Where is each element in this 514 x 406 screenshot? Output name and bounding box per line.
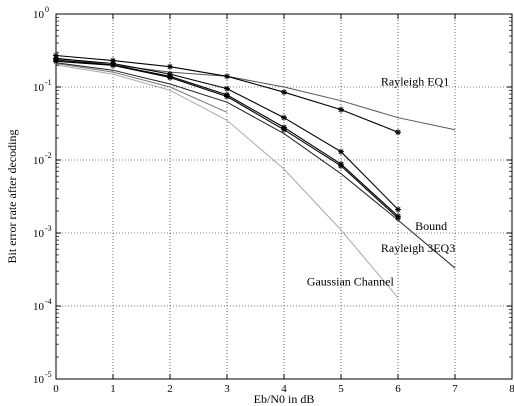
x-tick-label: 3 bbox=[224, 383, 230, 395]
y-tick-label: 10 bbox=[33, 301, 45, 313]
x-tick-label: 4 bbox=[281, 383, 287, 395]
series-layer bbox=[53, 52, 456, 299]
y-tick-label: 10 bbox=[33, 82, 45, 94]
y-axis-label: Bit error rate after decoding bbox=[5, 130, 19, 264]
data-point-star bbox=[281, 89, 287, 96]
x-tick-label: 7 bbox=[452, 383, 458, 395]
y-tick-label: 10 bbox=[33, 155, 45, 167]
series-line bbox=[55, 63, 228, 113]
data-point-star bbox=[338, 148, 344, 155]
y-tick-exponent: -2 bbox=[45, 151, 52, 160]
annotation-label: Gaussian Channel bbox=[307, 275, 395, 289]
annotation-label: Rayleigh EQ1 bbox=[381, 74, 449, 88]
data-point-star bbox=[224, 93, 230, 100]
data-point-star bbox=[224, 85, 230, 92]
x-tick-label: 8 bbox=[509, 383, 514, 395]
series-line bbox=[55, 62, 456, 269]
y-tick-exponent: 0 bbox=[45, 5, 49, 14]
data-point-star bbox=[281, 114, 287, 121]
x-tick-label: 5 bbox=[338, 383, 344, 395]
data-point-star bbox=[281, 126, 287, 133]
x-tick-label: 6 bbox=[395, 383, 401, 395]
y-tick-label: 10 bbox=[33, 228, 45, 240]
grid-lines bbox=[56, 14, 512, 379]
data-point-star bbox=[110, 62, 116, 69]
y-tick-exponent: -3 bbox=[45, 224, 52, 233]
series-line bbox=[55, 64, 399, 299]
data-point-star bbox=[224, 73, 230, 80]
data-point-star bbox=[338, 162, 344, 169]
annotation-label: Bound bbox=[415, 219, 447, 233]
x-axis-label: Eb/N0 in dB bbox=[254, 392, 315, 406]
y-tick-exponent: -4 bbox=[45, 297, 52, 306]
annotation-label: Rayleigh 3EQ3 bbox=[381, 241, 455, 255]
x-tick-label: 2 bbox=[167, 383, 173, 395]
y-tick-exponent: -1 bbox=[45, 78, 52, 87]
data-point-star bbox=[167, 74, 173, 81]
x-tick-label: 0 bbox=[53, 383, 59, 395]
data-point-star bbox=[338, 106, 344, 113]
y-tick-label: 10 bbox=[33, 374, 45, 386]
series-line bbox=[55, 57, 456, 131]
data-point-star bbox=[395, 206, 401, 213]
annotations: Rayleigh EQ1 Bound Rayleigh 3EQ3 Gaussian C… bbox=[307, 74, 455, 288]
y-tick-label: 10 bbox=[33, 9, 45, 21]
data-point-star bbox=[395, 129, 401, 136]
x-tick-label: 1 bbox=[110, 383, 116, 395]
data-point-star bbox=[167, 63, 173, 70]
y-tick-exponent: -5 bbox=[45, 370, 52, 379]
